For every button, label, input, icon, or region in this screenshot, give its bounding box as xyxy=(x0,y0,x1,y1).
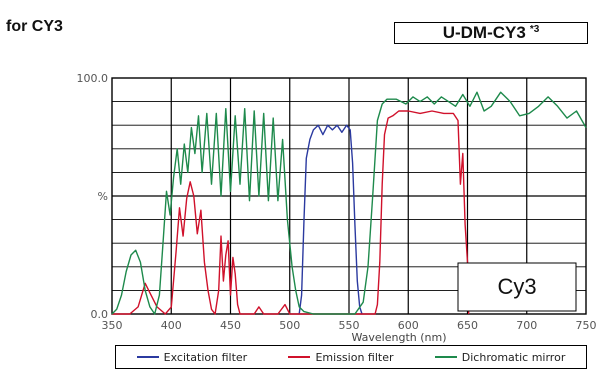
legend-swatch-excitation xyxy=(136,356,159,358)
x-tick-label: 350 xyxy=(102,319,123,332)
series-line-excitation xyxy=(298,124,363,315)
x-tick-label: 600 xyxy=(398,319,419,332)
legend-item-dichroic: Dichromatic mirror xyxy=(434,350,566,364)
y-tick-label: 100.0 xyxy=(77,72,109,85)
legend-swatch-emission xyxy=(288,356,311,358)
page-heading: for CY3 xyxy=(6,18,63,35)
legend-label-excitation: Excitation filter xyxy=(163,350,248,364)
x-tick-label: 500 xyxy=(279,319,300,332)
chart-legend: Excitation filter Emission filter Dichro… xyxy=(115,345,587,369)
model-footnote: *3 xyxy=(529,23,540,35)
model-label-box: U-DM-CY3 *3 xyxy=(394,22,588,44)
x-tick-label: 550 xyxy=(339,319,360,332)
y-tick-label: % xyxy=(98,190,108,203)
legend-item-excitation: Excitation filter xyxy=(136,350,248,364)
legend-label-emission: Emission filter xyxy=(315,350,394,364)
legend-label-dichroic: Dichromatic mirror xyxy=(461,350,566,364)
dye-label: Cy3 xyxy=(497,274,536,299)
series-line-dichroic xyxy=(111,91,587,315)
dye-label-box xyxy=(457,262,577,312)
model-name: U-DM-CY3 xyxy=(442,23,526,42)
x-tick-label: 400 xyxy=(161,319,182,332)
x-tick-label: 750 xyxy=(576,319,597,332)
legend-item-emission: Emission filter xyxy=(288,350,394,364)
x-tick-label: 650 xyxy=(457,319,478,332)
x-tick-label: 450 xyxy=(220,319,241,332)
x-axis-title: Wavelength (nm) xyxy=(351,331,446,344)
legend-swatch-dichroic xyxy=(434,356,457,358)
y-tick-label: 0.0 xyxy=(91,308,109,321)
x-tick-label: 700 xyxy=(516,319,537,332)
series-line-emission xyxy=(112,110,470,315)
